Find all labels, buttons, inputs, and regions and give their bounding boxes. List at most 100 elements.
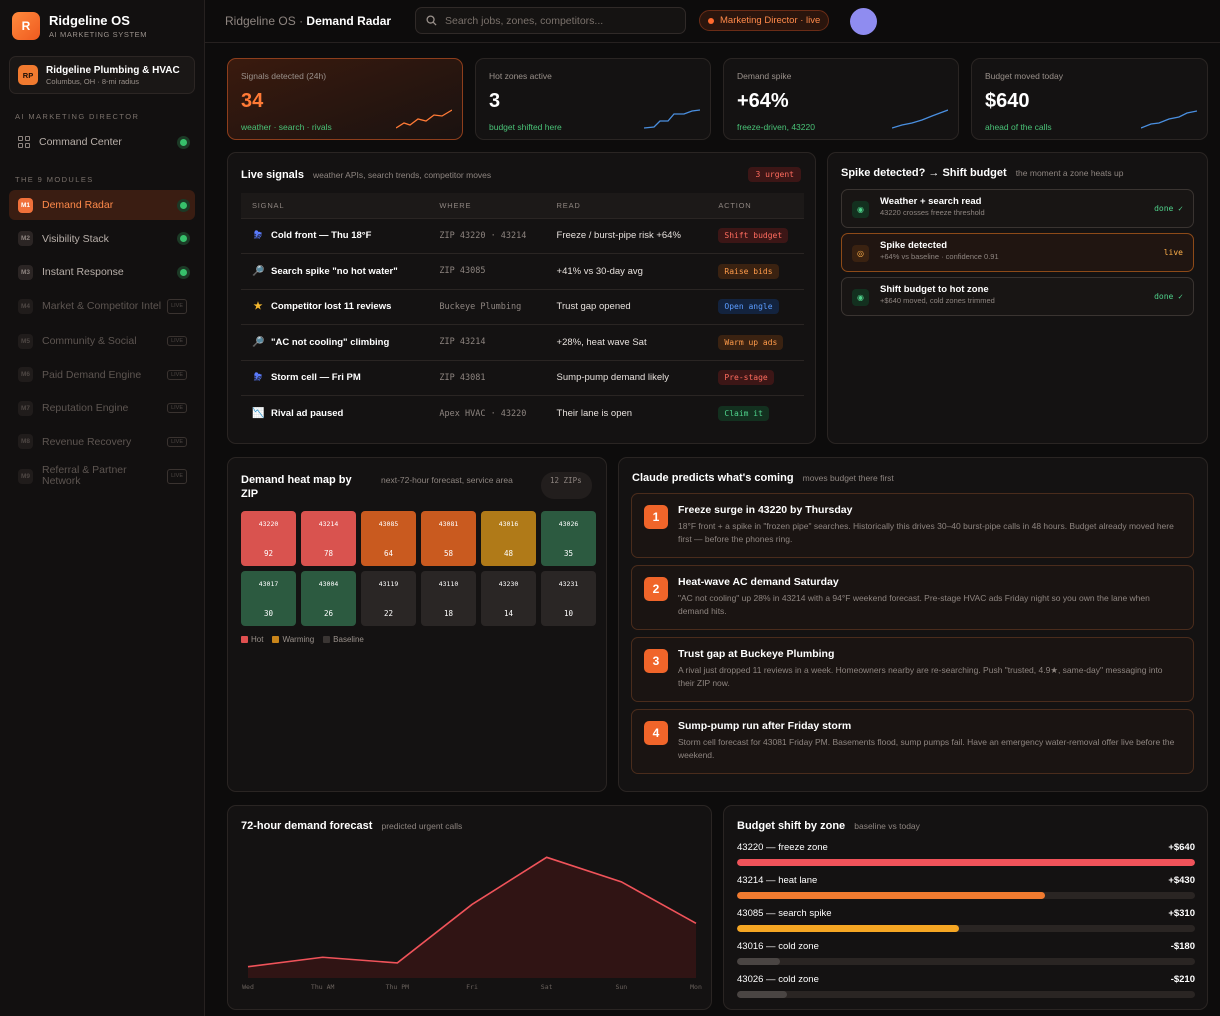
table-row[interactable]: 📉 Rival ad paused Apex HVAC · 43220 Their l… — [241, 395, 804, 431]
action-button[interactable]: Open angle — [718, 299, 779, 315]
heat-value: 30 — [263, 609, 274, 618]
sidebar-item-command-center[interactable]: Command Center — [9, 127, 195, 157]
prediction-card[interactable]: 2 Heat-wave AC demand Saturday "AC not coo… — [631, 565, 1194, 630]
step-shift-budget[interactable]: ◉ Shift budget to hot zone +$640 moved, … — [841, 277, 1194, 316]
stat-card-hot-zones[interactable]: Hot zones active 3 budget shifted here — [475, 58, 711, 140]
search-icon — [426, 15, 437, 26]
table-row[interactable]: ★ Competitor lost 11 reviews Buckeye Plumb… — [241, 288, 804, 325]
heat-cell-43230[interactable]: 43230 14 — [481, 571, 536, 626]
sidebar-item-module-6[interactable]: M6 Paid Demand Engine LIVE — [9, 360, 195, 390]
sidebar-item-module-1[interactable]: M1 Demand Radar — [9, 190, 195, 220]
org-switcher[interactable]: RP Ridgeline Plumbing & HVAC Columbus, O… — [9, 56, 195, 94]
action-cell: Shift budget — [707, 217, 804, 254]
zip-label: 43220 — [258, 520, 279, 528]
stat-label: Hot zones active — [489, 71, 552, 81]
sidebar-item-module-2[interactable]: M2 Visibility Stack — [9, 224, 195, 254]
panel-subtitle: weather APIs, search trends, competitor … — [313, 170, 492, 180]
prediction-card[interactable]: 4 Sump-pump run after Friday storm Storm c… — [631, 709, 1194, 774]
spike-panel: Spike detected? → Shift budget the momen… — [827, 152, 1208, 444]
column-header[interactable]: READ — [545, 193, 708, 218]
heat-cell-43231[interactable]: 43231 10 — [541, 571, 596, 626]
action-button[interactable]: Claim it — [718, 406, 769, 421]
signals-table: SIGNAL WHERE READ ACTION ⛈ Cold front — T… — [241, 193, 804, 431]
live-tag: LIVE — [167, 299, 187, 314]
where-cell: ZIP 43081 — [428, 359, 546, 396]
sidebar-item-label: Revenue Recovery — [42, 435, 132, 448]
table-row[interactable]: 🔎 "AC not cooling" climbing ZIP 43214 +28%,… — [241, 324, 804, 360]
column-header[interactable]: WHERE — [428, 193, 546, 218]
module-badge: M2 — [18, 231, 33, 246]
table-row[interactable]: ⛈ Storm cell — Fri PM ZIP 43081 Sump-pump d… — [241, 359, 804, 396]
signal-text: Competitor lost 11 reviews — [271, 301, 392, 313]
stat-card-budget-moved[interactable]: Budget moved today $640 ahead of the cal… — [971, 58, 1208, 140]
sidebar-item-module-9[interactable]: M9 Referral & Partner Network LIVE — [9, 460, 195, 492]
heat-value: 14 — [503, 609, 514, 618]
status-badge[interactable]: Marketing Director · live — [699, 10, 830, 31]
sidebar-item-label: Demand Radar — [42, 199, 114, 211]
panel-subtitle: moves budget there first — [802, 473, 894, 483]
heat-cell-43017[interactable]: 43017 30 — [241, 571, 296, 626]
heat-cell-43110[interactable]: 43110 18 — [421, 571, 476, 626]
heat-cell-43214[interactable]: 43214 78 — [301, 511, 356, 566]
action-button[interactable]: Pre-stage — [718, 370, 774, 386]
heat-value: 22 — [383, 609, 394, 618]
stat-card-signals[interactable]: Signals detected (24h) 34 weather · sear… — [227, 58, 463, 140]
heat-value: 35 — [563, 549, 574, 558]
action-button[interactable]: Shift budget — [718, 228, 789, 244]
heat-map-panel: Demand heat map by ZIP next-72-hour fore… — [227, 457, 607, 792]
module-badge: M8 — [18, 434, 33, 449]
heat-cell-43220[interactable]: 43220 92 — [241, 511, 296, 566]
where-cell: Apex HVAC · 43220 — [428, 395, 546, 431]
step-spike-detected[interactable]: ◎ Spike detected +64% vs baseline · conf… — [841, 233, 1194, 272]
heat-cell-43085[interactable]: 43085 64 — [361, 511, 416, 566]
bar-fill — [737, 925, 959, 932]
read-cell: +28%, heat wave Sat — [545, 324, 708, 360]
bar-track — [737, 892, 1195, 899]
sidebar-item-label: Reputation Engine — [42, 402, 129, 414]
heat-cell-43026[interactable]: 43026 35 — [541, 511, 596, 566]
column-header[interactable]: SIGNAL — [241, 193, 429, 218]
action-button[interactable]: Warm up ads — [718, 334, 784, 350]
sidebar-item-module-7[interactable]: M7 Reputation Engine LIVE — [9, 393, 195, 423]
module-badge: M9 — [18, 468, 33, 484]
heat-cell-43081[interactable]: 43081 58 — [421, 511, 476, 566]
bar-label: 43220 — freeze zone — [737, 842, 828, 853]
stat-card-demand-spike[interactable]: Demand spike +64% freeze-driven, 43220 — [723, 58, 959, 140]
step-title: Weather + search read — [880, 196, 982, 207]
prediction-description: A rival just dropped 11 reviews in a wee… — [678, 665, 1163, 688]
prediction-description: Storm cell forecast for 43081 Friday PM.… — [678, 737, 1175, 760]
table-row[interactable]: 🔎 Search spike "no hot water" ZIP 43085 +41… — [241, 253, 804, 289]
step-detail: +64% vs baseline · confidence 0.91 — [880, 252, 999, 261]
search-box[interactable] — [415, 7, 686, 34]
column-header[interactable]: ACTION — [707, 193, 804, 218]
prediction-title: Trust gap at Buckeye Plumbing — [678, 648, 835, 660]
heat-cell-43004[interactable]: 43004 26 — [301, 571, 356, 626]
prediction-card[interactable]: 1 Freeze surge in 43220 by Thursday 18°F f… — [631, 493, 1194, 558]
search-input[interactable] — [445, 14, 665, 27]
avatar[interactable] — [850, 8, 877, 35]
heat-cell-43119[interactable]: 43119 22 — [361, 571, 416, 626]
brand: R Ridgeline OS AI MARKETING SYSTEM — [9, 10, 195, 42]
action-button[interactable]: Raise bids — [718, 263, 779, 279]
sparkline-icon — [644, 109, 700, 129]
zip-label: 43231 — [558, 580, 579, 588]
sidebar-item-module-5[interactable]: M5 Community & Social LIVE — [9, 326, 195, 356]
table-row[interactable]: ⛈ Cold front — Thu 18°F ZIP 43220 · 43214 F… — [241, 217, 804, 254]
sidebar-item-module-8[interactable]: M8 Revenue Recovery LIVE — [9, 427, 195, 457]
heat-cell-43016[interactable]: 43016 48 — [481, 511, 536, 566]
read-cell: +41% vs 30-day avg — [545, 253, 708, 289]
live-signals-panel: Live signals weather APIs, search trends… — [227, 152, 816, 444]
sidebar-item-module-3[interactable]: M3 Instant Response — [9, 257, 195, 287]
step-weather-read[interactable]: ◉ Weather + search read 43220 crosses fr… — [841, 189, 1194, 228]
stat-note: weather · search · rivals — [241, 122, 332, 132]
org-name: Ridgeline Plumbing & HVAC — [46, 64, 180, 76]
module-badge: M6 — [18, 367, 33, 382]
sidebar-item-module-4[interactable]: M4 Market & Competitor Intel LIVE — [9, 291, 195, 323]
prediction-card[interactable]: 3 Trust gap at Buckeye Plumbing A rival ju… — [631, 637, 1194, 702]
urgent-badge[interactable]: 3 urgent — [748, 167, 801, 182]
stat-note: freeze-driven, 43220 — [737, 122, 815, 132]
x-tick-label: Sun — [615, 983, 627, 991]
signal-text: Search spike "no hot water" — [271, 265, 398, 277]
zip-label: 43119 — [378, 580, 399, 588]
breadcrumb-app[interactable]: Ridgeline OS — [225, 14, 296, 28]
